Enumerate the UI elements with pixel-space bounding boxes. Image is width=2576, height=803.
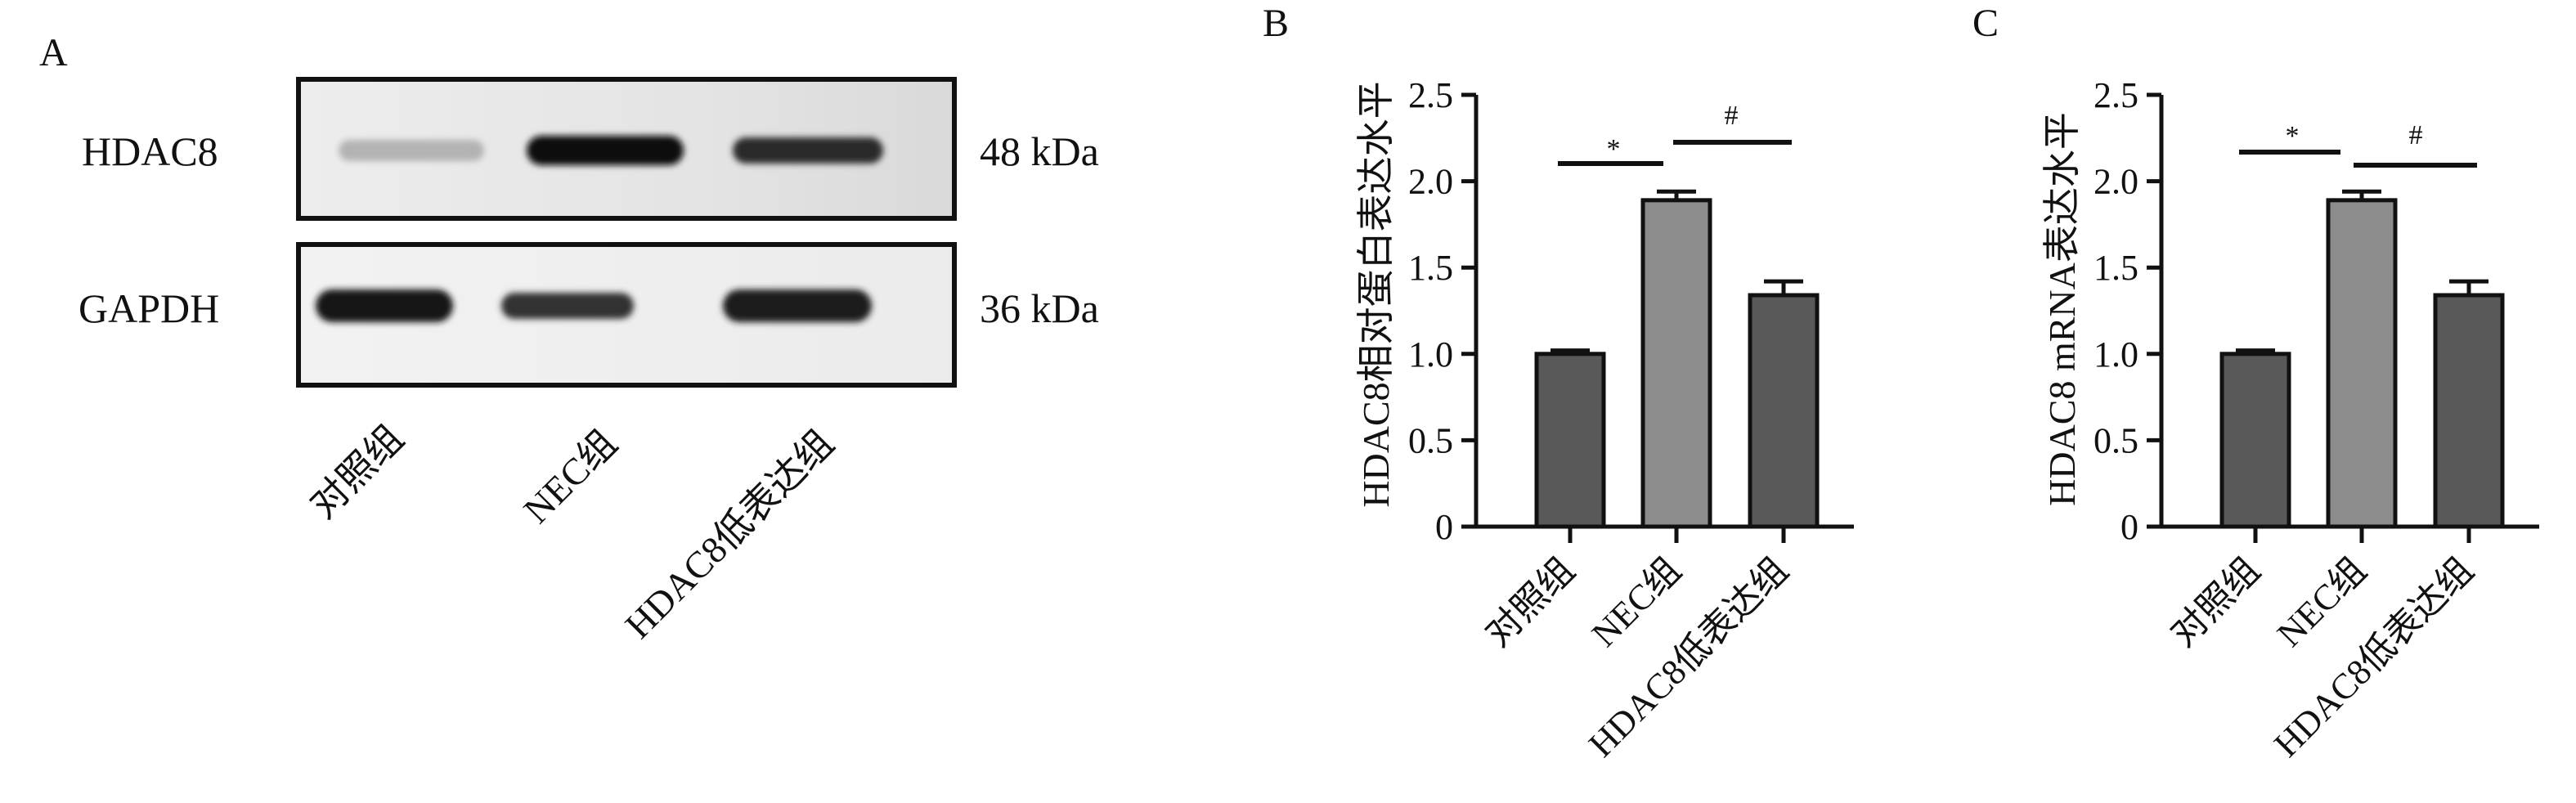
c-y-tick-label-1: 0.5 xyxy=(2094,420,2138,460)
c-y-axis-title: HDAC8 mRNA表达水平 xyxy=(2041,112,2083,506)
hdac8-band-lane-1 xyxy=(339,140,484,161)
gapdh-molecular-weight: 36 kDa xyxy=(980,285,1099,331)
lane-label-3: HDAC8低表达组 xyxy=(617,422,841,647)
gapdh-blot-bands xyxy=(316,289,872,322)
c-bar-1 xyxy=(2219,352,2291,529)
b-significance-symbol-1: * xyxy=(1607,134,1621,164)
hdac8-molecular-weight: 48 kDa xyxy=(980,128,1099,174)
gapdh-band-lane-2 xyxy=(501,293,634,319)
c-y-tick-label-4: 2.0 xyxy=(2094,162,2138,202)
b-bar-2 xyxy=(1640,198,1712,529)
c-significance-symbol-2: # xyxy=(2409,120,2423,150)
c-category-label-1: 对照组 xyxy=(2163,550,2268,654)
b-y-axis-title: HDAC8相对蛋白表达水平 xyxy=(1355,81,1397,507)
c-y-tick-label-5: 2.5 xyxy=(2094,75,2138,115)
c-bar-2 xyxy=(2326,198,2398,529)
lane-label-1: 对照组 xyxy=(302,417,411,527)
b-y-tick-label-0: 0 xyxy=(1435,507,1453,547)
c-category-label-2: NEC组 xyxy=(2269,550,2374,654)
b-significance-symbol-2: # xyxy=(1725,101,1739,131)
gapdh-blot-frame xyxy=(296,242,957,388)
lane-label-2: NEC组 xyxy=(515,422,625,532)
b-y-tick-label-4: 2.0 xyxy=(1408,162,1453,202)
panel-b-letter: B xyxy=(1263,2,1289,45)
b-y-tick-label-3: 1.5 xyxy=(1408,248,1453,288)
panel-a-western-blot: A HDAC8 GAPDH 48 kDa 36 kDa 对照组 NEC组 HDA… xyxy=(39,31,1099,647)
hdac8-band-lane-2 xyxy=(527,136,684,165)
hdac8-band-lane-3 xyxy=(733,137,883,164)
b-bar-3 xyxy=(1748,293,1820,529)
c-significance-symbol-1: * xyxy=(2286,121,2300,151)
panel-a-letter: A xyxy=(39,31,68,74)
gapdh-band-lane-1 xyxy=(316,289,453,322)
hdac8-row-label: HDAC8 xyxy=(82,128,218,174)
panel-c-letter: C xyxy=(1972,2,1999,45)
b-y-tick-label-2: 1.0 xyxy=(1408,334,1453,375)
gapdh-row-label: GAPDH xyxy=(79,285,219,331)
c-y-tick-label-2: 1.0 xyxy=(2094,334,2138,375)
c-bar-3 xyxy=(2433,293,2505,529)
gapdh-band-lane-3 xyxy=(723,289,872,322)
c-category-label-3: HDAC8低表达组 xyxy=(2266,550,2481,765)
c-y-tick-label-3: 1.5 xyxy=(2094,248,2138,288)
b-category-label-3: HDAC8低表达组 xyxy=(1581,550,1796,765)
b-y-tick-label-5: 2.5 xyxy=(1408,75,1453,115)
c-y-tick-label-0: 0 xyxy=(2120,507,2138,547)
b-bar-1 xyxy=(1534,352,1606,529)
b-category-label-2: NEC组 xyxy=(1584,550,1689,654)
hdac8-blot-bands xyxy=(339,136,883,165)
b-y-tick-label-1: 0.5 xyxy=(1408,420,1453,460)
hdac8-blot-frame xyxy=(296,77,957,221)
b-category-label-1: 对照组 xyxy=(1478,550,1582,654)
